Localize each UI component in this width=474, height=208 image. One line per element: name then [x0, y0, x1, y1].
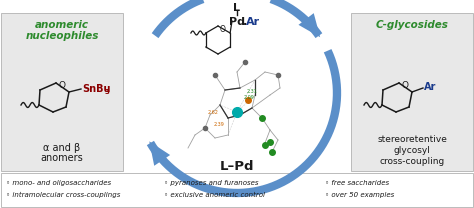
Text: stereoretentive: stereoretentive [377, 135, 447, 144]
Text: ◦ pyranoses and furanoses: ◦ pyranoses and furanoses [164, 180, 258, 186]
Text: anomeric: anomeric [35, 20, 89, 30]
Text: ◦ over 50 examples: ◦ over 50 examples [325, 192, 394, 198]
Text: glycosyl: glycosyl [393, 146, 430, 155]
Text: SnBu: SnBu [82, 84, 110, 94]
Text: 2.09: 2.09 [244, 95, 255, 100]
FancyBboxPatch shape [1, 173, 473, 207]
Ellipse shape [172, 55, 302, 155]
Text: ◦ mono- and oligosaccharides: ◦ mono- and oligosaccharides [6, 180, 111, 186]
Text: 2.31: 2.31 [247, 89, 258, 94]
Polygon shape [149, 141, 170, 166]
Text: L–Pd: L–Pd [220, 160, 254, 173]
Text: 3: 3 [105, 89, 110, 95]
Text: anomers: anomers [41, 153, 83, 163]
Text: Pd: Pd [229, 17, 245, 27]
Text: O: O [220, 25, 226, 34]
Text: α and β: α and β [44, 143, 81, 153]
Text: ◦ intramolecular cross-couplings: ◦ intramolecular cross-couplings [6, 192, 120, 198]
FancyBboxPatch shape [1, 13, 123, 171]
Text: O: O [58, 81, 65, 90]
Text: C-glycosides: C-glycosides [375, 20, 448, 30]
Text: .: . [243, 17, 247, 27]
Text: Ar: Ar [246, 17, 260, 27]
FancyBboxPatch shape [351, 13, 473, 171]
Text: O: O [401, 81, 409, 90]
Polygon shape [299, 13, 320, 37]
Text: Ar: Ar [424, 82, 437, 92]
Text: 2.62: 2.62 [207, 110, 218, 115]
Text: ◦ free saccharides: ◦ free saccharides [325, 180, 389, 186]
Text: L: L [234, 3, 240, 13]
Text: cross-coupling: cross-coupling [379, 157, 445, 166]
Text: nucleophiles: nucleophiles [25, 31, 99, 41]
Text: ◦ exclusive anomeric control: ◦ exclusive anomeric control [164, 192, 265, 198]
Text: 2.39: 2.39 [213, 122, 224, 127]
